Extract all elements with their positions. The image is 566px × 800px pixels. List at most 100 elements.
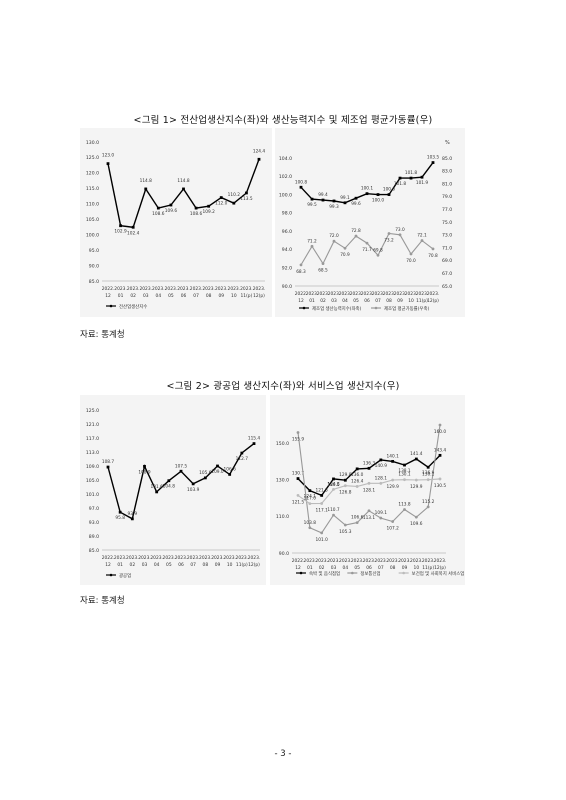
data-point bbox=[409, 176, 413, 180]
legend-marker bbox=[374, 306, 378, 310]
x-tick-label: 02 bbox=[130, 293, 136, 299]
data-label: 72.1 bbox=[417, 233, 427, 239]
x-tick-label: 10 bbox=[227, 562, 233, 568]
x-tick-label: 04 bbox=[342, 298, 348, 304]
data-point bbox=[308, 502, 312, 506]
data-point bbox=[106, 465, 110, 469]
data-point bbox=[367, 509, 371, 513]
legend-label: 광공업 bbox=[119, 572, 131, 579]
legend-marker bbox=[302, 306, 306, 310]
y-tick-label: 98.0 bbox=[282, 211, 292, 217]
x-tick-label: 2023. bbox=[339, 291, 352, 297]
data-label: 126.4 bbox=[351, 478, 364, 484]
data-label: 109.6 bbox=[165, 208, 178, 214]
y-tick-label: 125.0 bbox=[86, 155, 99, 161]
x-tick-label: 2023. bbox=[202, 286, 215, 292]
data-point bbox=[391, 459, 395, 463]
data-point bbox=[219, 196, 223, 199]
data-point bbox=[207, 204, 211, 208]
data-label: 112.7 bbox=[236, 456, 249, 462]
data-label: 136.3 bbox=[363, 460, 376, 466]
data-label: 108.6 bbox=[152, 211, 165, 217]
data-label: 73.0 bbox=[395, 227, 405, 233]
data-point bbox=[414, 478, 418, 482]
x-tick-label: 07 bbox=[193, 293, 199, 299]
x-tick-label: 2023. bbox=[236, 555, 249, 561]
data-label: 124.8 bbox=[327, 481, 340, 487]
x-tick-label: 2023. bbox=[386, 558, 399, 564]
data-point bbox=[332, 477, 335, 481]
figure1-source: 자료: 통계청 bbox=[80, 330, 125, 340]
data-point bbox=[426, 465, 430, 469]
figure1-caption: <그림 1> 전산업생산지수(좌)와 생산능력지수 및 제조업 평균가동률(우) bbox=[133, 115, 433, 126]
data-label: 130.5 bbox=[327, 482, 340, 488]
y2-tick-label: 85.0 bbox=[442, 156, 452, 162]
chart4-service-industry-index: 90.0110.0130.0150.02022.122023.012023.02… bbox=[276, 423, 464, 577]
data-point bbox=[296, 431, 300, 434]
data-point bbox=[252, 442, 256, 445]
x-tick-label: 02 bbox=[130, 562, 136, 568]
data-point bbox=[391, 520, 395, 523]
x-tick-label: 10 bbox=[408, 298, 414, 304]
x-tick-label: 2023. bbox=[199, 555, 212, 561]
data-label: 99.5 bbox=[307, 202, 317, 208]
data-point bbox=[426, 505, 430, 509]
y-tick-label: 90.0 bbox=[279, 551, 289, 557]
y-tick-label: 85.0 bbox=[89, 548, 99, 554]
data-label: 95.8 bbox=[115, 515, 125, 521]
x-tick-label: 2023. bbox=[150, 555, 163, 561]
x-tick-label: 2023. bbox=[177, 286, 190, 292]
data-point bbox=[169, 203, 173, 207]
x-tick-label: 2022. bbox=[295, 291, 308, 297]
y-tick-label: 150.0 bbox=[276, 441, 289, 447]
legend-marker bbox=[109, 573, 113, 577]
y2-tick-label: 71.0 bbox=[442, 245, 452, 251]
data-label: 160.0 bbox=[434, 429, 447, 435]
x-tick-label: 2023. bbox=[410, 558, 423, 564]
x-tick-label: 2023. bbox=[315, 558, 328, 564]
x-tick-label: 2022. bbox=[102, 555, 115, 561]
data-point bbox=[365, 192, 369, 196]
data-label: 99.6 bbox=[351, 201, 361, 207]
data-point bbox=[296, 494, 300, 497]
x-tick-label: 2023. bbox=[394, 291, 407, 297]
data-label: 128.1 bbox=[375, 475, 388, 481]
x-tick-label: 2023. bbox=[211, 555, 224, 561]
data-point bbox=[228, 473, 232, 476]
y-tick-label: 125.0 bbox=[86, 408, 99, 414]
data-point bbox=[376, 253, 380, 257]
y-tick-label: 97.0 bbox=[89, 506, 99, 512]
data-point bbox=[308, 489, 312, 493]
data-label: 68.5 bbox=[318, 268, 328, 274]
data-label: 71.2 bbox=[307, 238, 317, 244]
data-label: 103.8 bbox=[304, 520, 317, 526]
data-label: 99.4 bbox=[318, 192, 328, 198]
y-tick-label: 113.0 bbox=[86, 450, 99, 456]
data-point bbox=[343, 201, 347, 205]
x-tick-label: 04 bbox=[156, 293, 162, 299]
data-point bbox=[299, 185, 303, 189]
data-label: 129.8 bbox=[339, 472, 352, 478]
y-tick-label: 115.0 bbox=[86, 186, 99, 192]
data-point bbox=[203, 476, 207, 480]
data-label: 117.0 bbox=[304, 496, 317, 502]
data-label: 101.8 bbox=[405, 170, 418, 176]
data-point bbox=[119, 224, 122, 228]
x-tick-label: 2023. bbox=[138, 555, 151, 561]
x-tick-label: 07 bbox=[375, 298, 381, 304]
x-tick-label: 05 bbox=[353, 298, 359, 304]
x-tick-label: 2023. bbox=[304, 558, 317, 564]
data-label: 70.8 bbox=[428, 253, 438, 259]
x-tick-label: 02 bbox=[320, 298, 326, 304]
data-point bbox=[118, 510, 122, 514]
data-point bbox=[257, 157, 261, 161]
data-label: 109.6 bbox=[410, 521, 423, 527]
data-point bbox=[216, 464, 219, 468]
data-label: 101.0 bbox=[316, 537, 329, 543]
x-tick-label: 10 bbox=[414, 565, 420, 571]
chart3-panel: 85.0 89.0 93.0 97.0 101.0 105.0 109.0 113.0 117.… bbox=[80, 395, 266, 585]
x-tick-label: 2022. bbox=[292, 558, 305, 564]
data-label: 108.6 bbox=[190, 211, 203, 217]
x-tick-label: 2023. bbox=[434, 558, 447, 564]
x-tick-label: 06 bbox=[366, 565, 372, 571]
